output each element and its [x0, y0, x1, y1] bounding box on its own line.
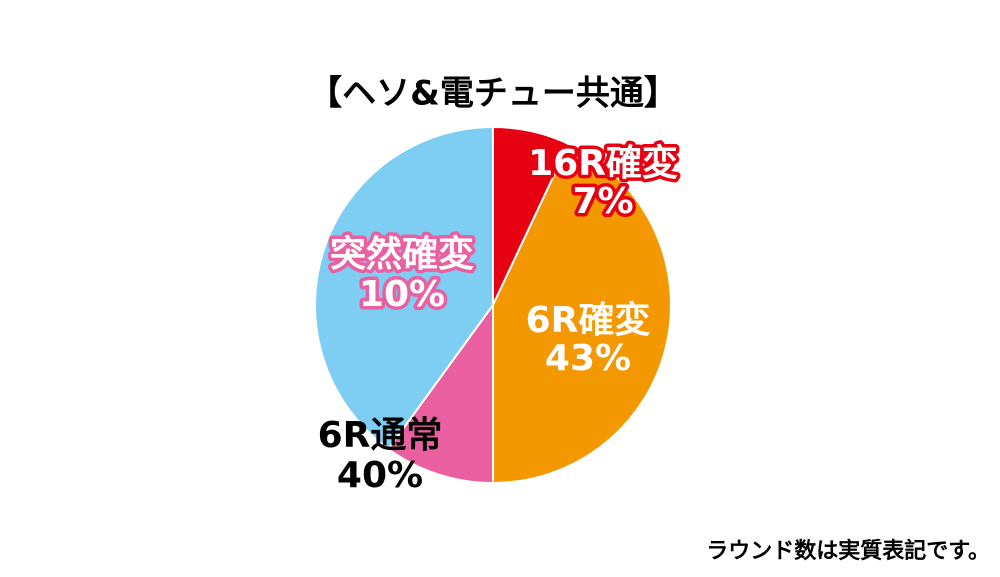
slice-value-label: 40%	[337, 455, 423, 496]
slice-value-label: 10%	[359, 274, 445, 315]
pie	[314, 125, 672, 485]
chart-title: 【ヘソ&電チュー共通】	[308, 74, 678, 114]
slice-value-label: 43%	[545, 338, 631, 379]
pie-slice	[492, 142, 672, 485]
slice-label: 16R確変	[528, 142, 678, 184]
pie-slice	[314, 125, 494, 451]
slice-label: 6R確変	[526, 299, 651, 341]
footnote: ラウンド数は実質表記です。	[706, 538, 990, 564]
pie-slice	[386, 301, 494, 485]
slice-label: 突然確変	[330, 233, 474, 275]
slice-label: 6R通常	[318, 415, 443, 456]
slice-value-label: 7%	[572, 181, 633, 222]
